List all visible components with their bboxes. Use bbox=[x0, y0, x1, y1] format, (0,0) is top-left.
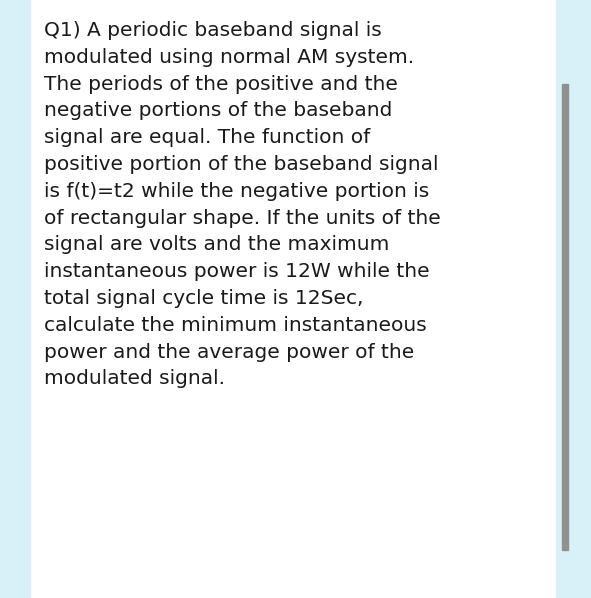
Bar bbox=[556, 0, 591, 598]
Bar bbox=[562, 84, 568, 550]
Text: Q1) A periodic baseband signal is
modulated using normal AM system.
The periods : Q1) A periodic baseband signal is modula… bbox=[44, 21, 441, 388]
Bar bbox=[0, 0, 30, 598]
